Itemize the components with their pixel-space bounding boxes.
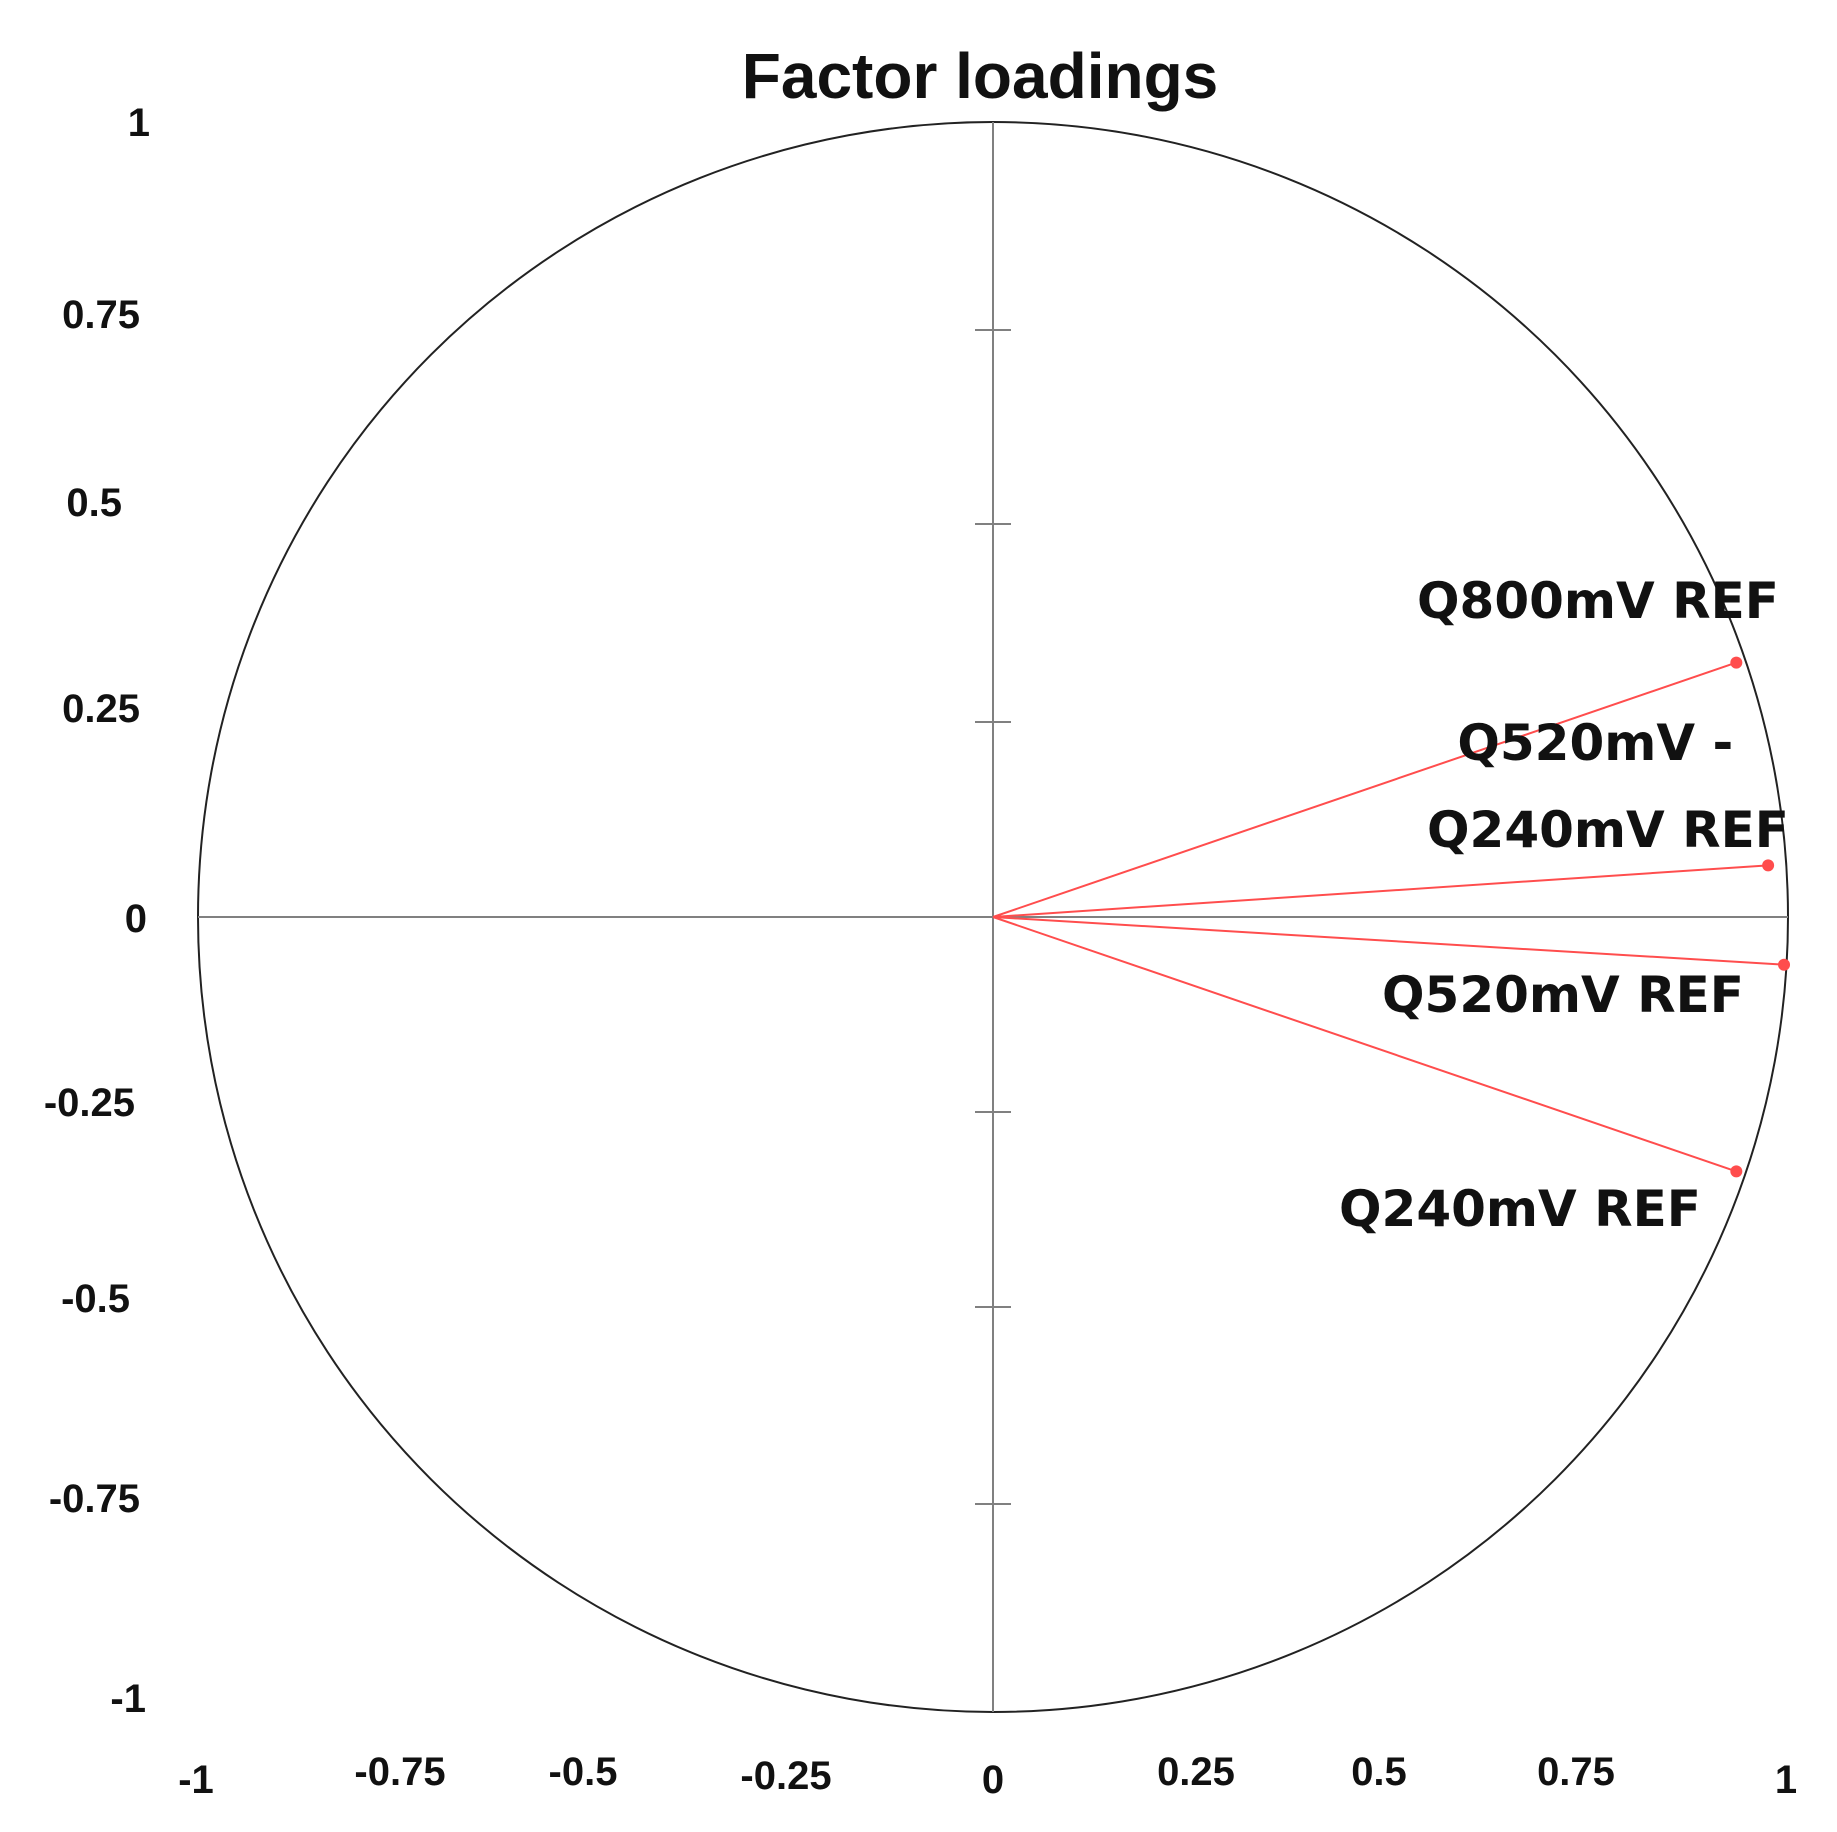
loading-vector-0 [992,661,1737,918]
x-tick-label: -1 [178,1758,214,1802]
y-tick-label: 0.75 [62,293,140,337]
x-tick-label: 0.75 [1537,1750,1615,1794]
y-tick-label: 1 [128,101,150,145]
point-label-line-1: Q520mV - [1457,714,1733,772]
loading-points [1730,656,1791,1178]
y-tick-label: 0 [125,897,147,941]
loading-point-0 [1730,656,1743,669]
x-tick-label: 0.25 [1157,1750,1235,1794]
point-labels: Q800mV REF Q520mV - Q240mV REF Q520mV RE… [1339,572,1789,1238]
point-label-line-2: Q240mV REF [1427,801,1789,859]
x-tick-label: -0.5 [549,1750,618,1794]
loading-point-2 [1778,958,1791,971]
loading-point-1 [1762,859,1775,872]
y-tick-label: -0.5 [61,1277,130,1321]
y-tick-label: 0.5 [66,481,122,525]
chart-title: Factor loadings [742,40,1219,112]
point-label-q240mv-ref: Q240mV REF [1339,1180,1701,1238]
point-label-q520mv-q240mv-ref: Q520mV - Q240mV REF [1427,714,1789,859]
loading-vector-3 [992,916,1737,1173]
x-tick-label: -0.25 [740,1754,831,1798]
loading-vector-2 [992,916,1785,966]
loading-point-3 [1730,1165,1743,1178]
x-tick-label: -0.75 [354,1750,445,1794]
y-tick-label: -0.25 [44,1081,135,1125]
x-tick-label: 0.5 [1351,1750,1407,1794]
point-label-q800mv-ref: Q800mV REF [1417,572,1779,630]
y-tick-label: -0.75 [49,1477,140,1521]
y-tick-labels: 1 0.75 0.5 0.25 0 -0.25 -0.5 -0.75 -1 [44,101,150,1721]
point-label-q520mv-ref: Q520mV REF [1382,966,1744,1024]
y-tick-label: 0.25 [62,687,140,731]
x-tick-labels: -1 -0.75 -0.5 -0.25 0 0.25 0.5 0.75 1 [178,1750,1797,1802]
loading-vectors [992,661,1785,1173]
y-axis-tick-marks [975,329,1011,1505]
x-tick-label: 0 [982,1758,1004,1802]
y-tick-label: -1 [110,1677,146,1721]
x-tick-label: 1 [1775,1758,1797,1802]
loading-vector-1 [992,864,1769,918]
